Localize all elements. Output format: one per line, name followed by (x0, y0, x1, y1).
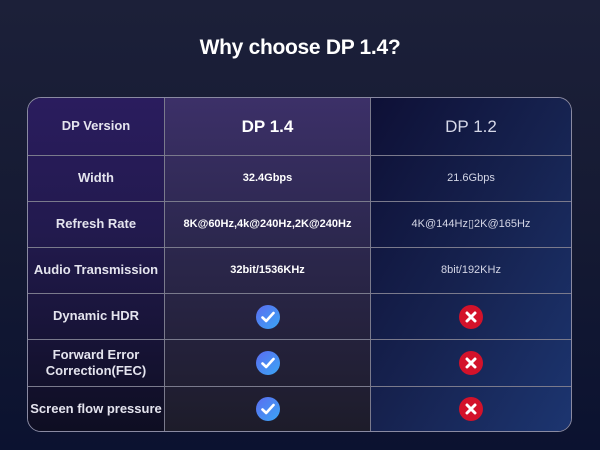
cross-icon (459, 304, 483, 329)
comparison-table: DP Version DP 1.4 DP 1.2 Width 32.4Gbps … (27, 97, 572, 432)
dp14-column-bg (165, 98, 371, 431)
header-dp12: DP 1.2 (371, 98, 571, 156)
dp12-refresh-rate: 4K@144Hz▯2K@165Hz (371, 202, 571, 248)
dp14-screen-flow (165, 387, 371, 431)
row-label-screen-flow: Screen flow pressure (28, 387, 165, 431)
row-label-width: Width (28, 156, 165, 202)
row-label-dynamic-hdr: Dynamic HDR (28, 294, 165, 340)
label-column-bg (28, 98, 165, 431)
cross-icon (459, 397, 483, 421)
row-label-refresh-rate: Refresh Rate (28, 202, 165, 248)
dp12-column-bg (371, 98, 571, 431)
dp14-width: 32.4Gbps (165, 156, 371, 202)
dp12-width: 21.6Gbps (371, 156, 571, 202)
cross-icon (459, 351, 483, 375)
dp14-fec (165, 340, 371, 387)
dp14-audio: 32bit/1536KHz (165, 248, 371, 294)
check-icon (255, 351, 280, 375)
check-icon (255, 304, 280, 329)
page-title: Why choose DP 1.4? (199, 36, 401, 59)
header-label: DP Version (28, 98, 165, 156)
dp12-dynamic-hdr (371, 294, 571, 340)
row-label-fec: Forward Error Correction(FEC) (28, 340, 165, 387)
dp12-fec (371, 340, 571, 387)
dp12-audio: 8bit/192KHz (371, 248, 571, 294)
dp12-screen-flow (371, 387, 571, 431)
row-label-audio: Audio Transmission (28, 248, 165, 294)
dp14-refresh-rate: 8K@60Hz,4k@240Hz,2K@240Hz (165, 202, 371, 248)
check-icon (255, 397, 280, 421)
dp14-dynamic-hdr (165, 294, 371, 340)
header-dp14: DP 1.4 (165, 98, 371, 156)
